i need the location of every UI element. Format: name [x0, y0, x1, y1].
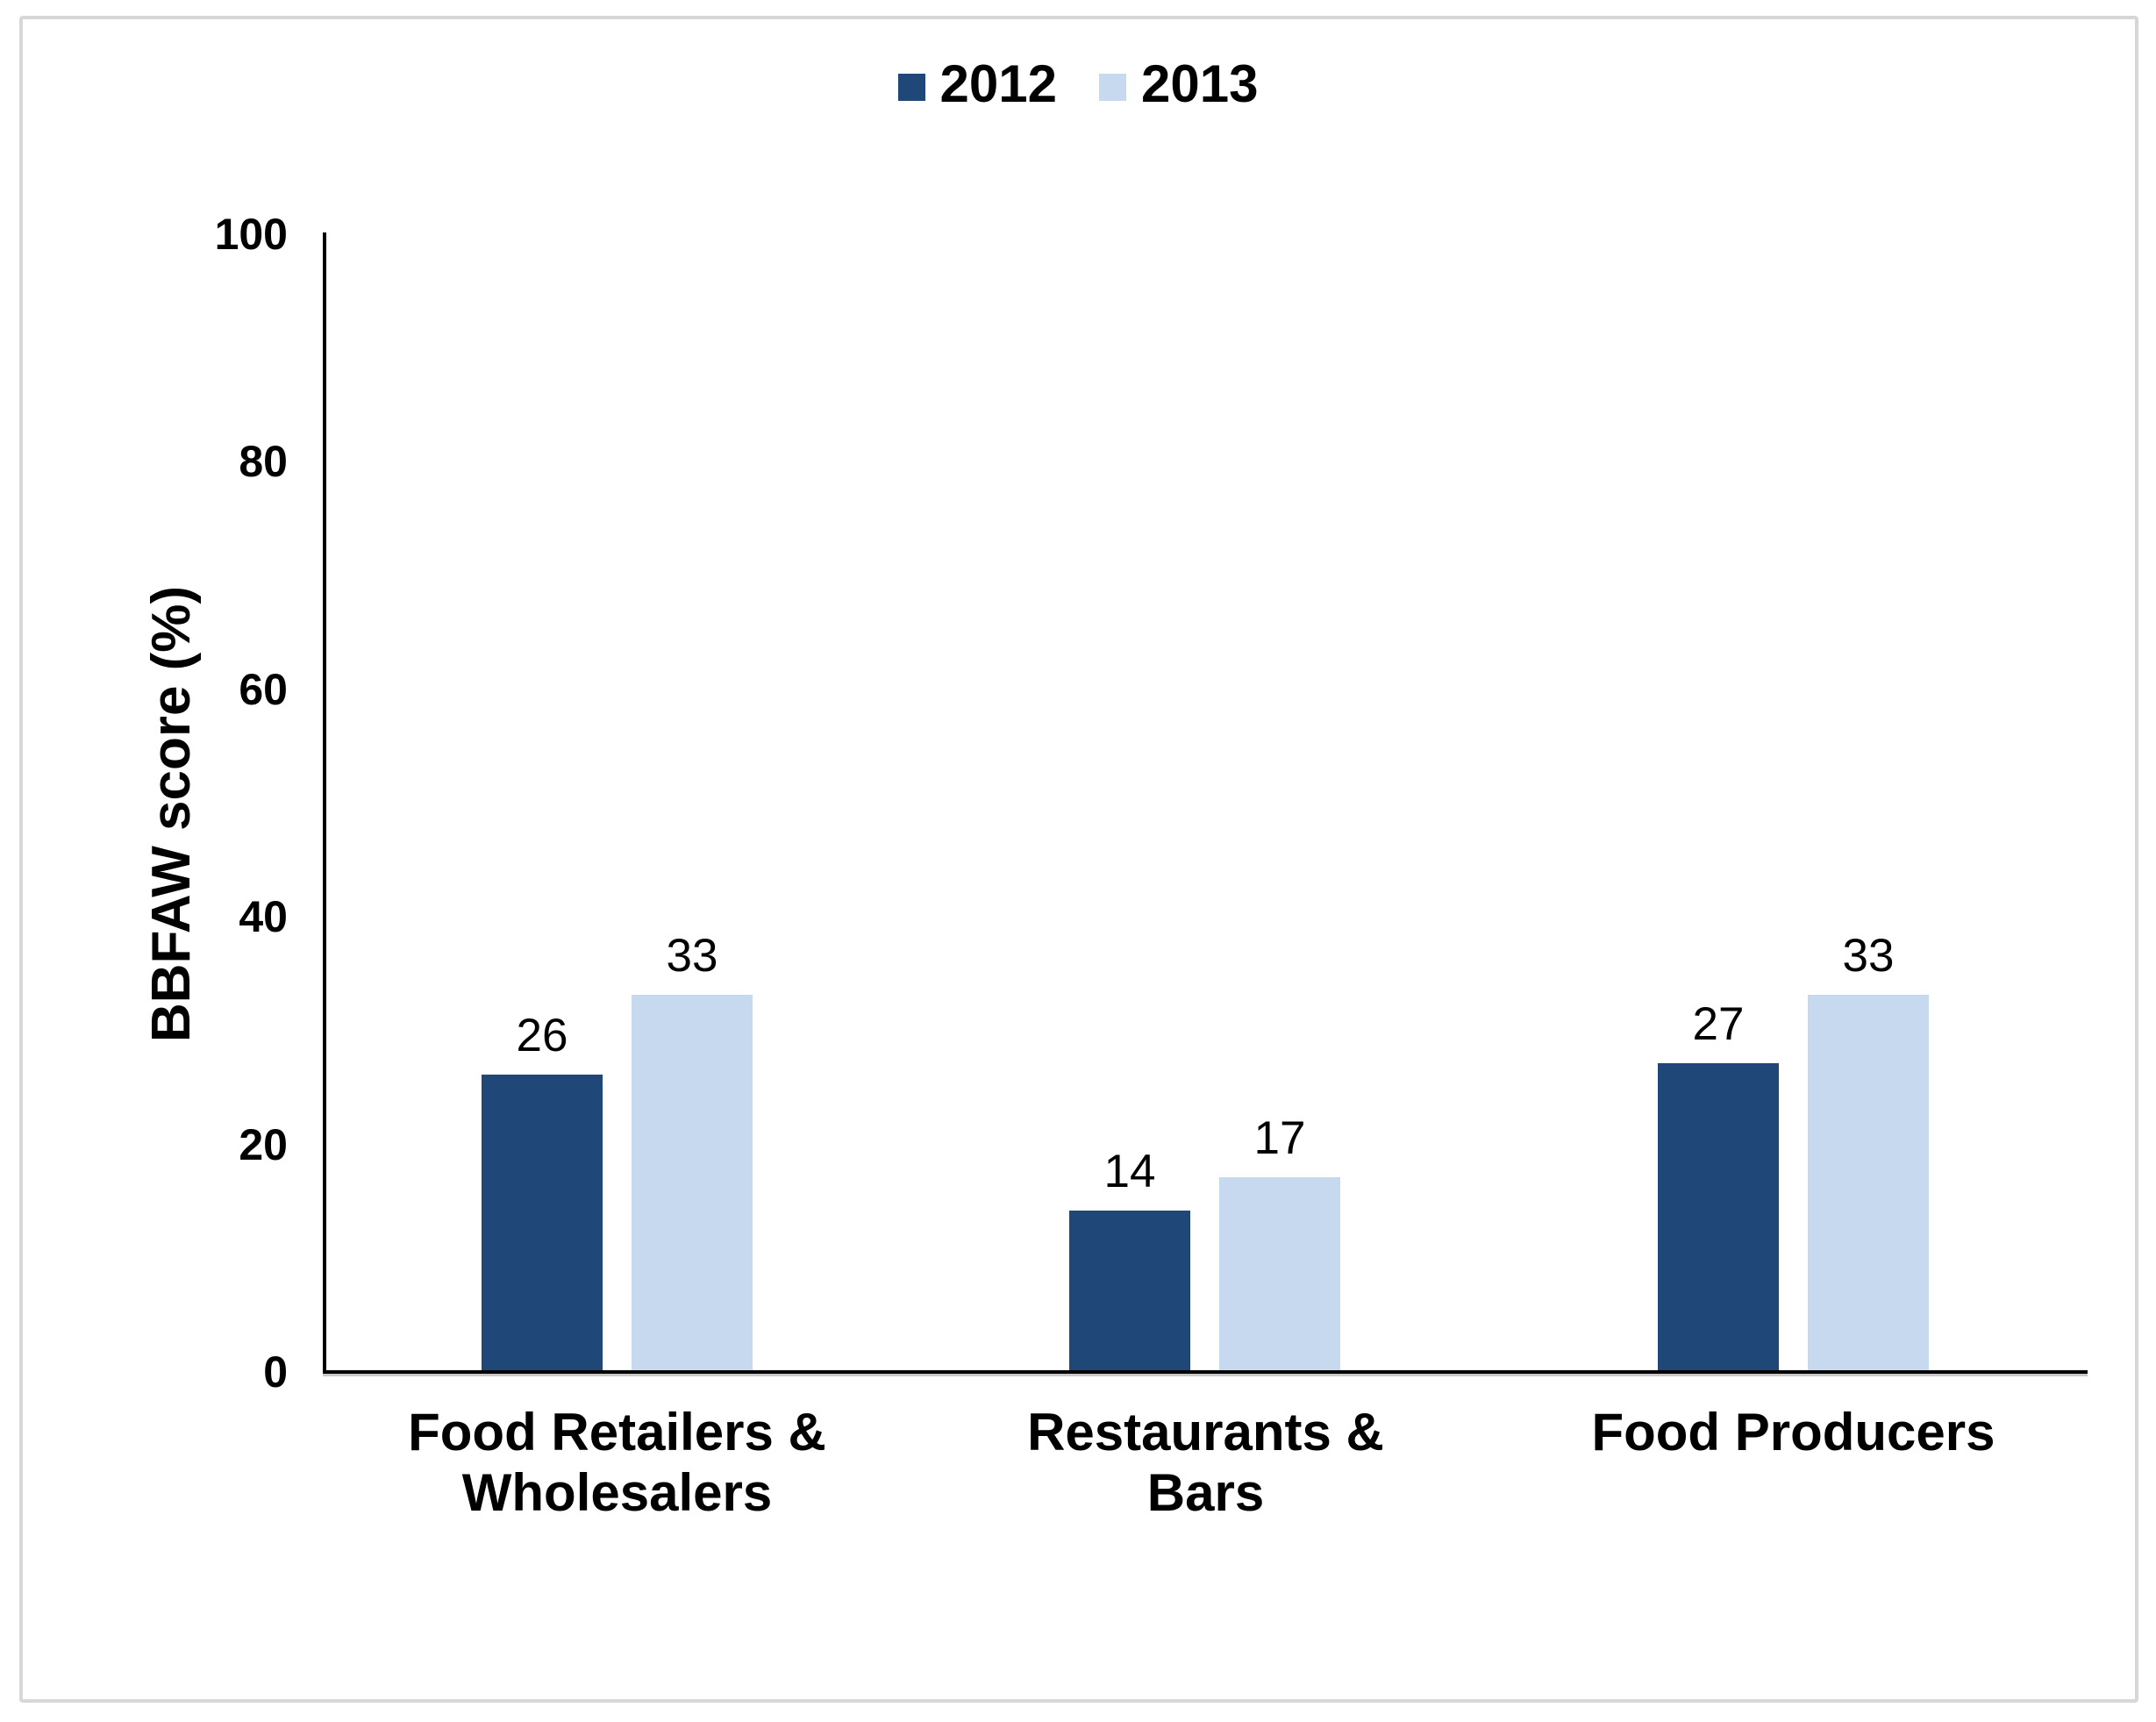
legend-item-2012: 2012 [897, 54, 1057, 113]
legend-item-2013: 2013 [1099, 58, 1258, 111]
y-tick-label-20: 20 [239, 1120, 288, 1169]
chart-border-frame [19, 16, 2138, 1703]
chart-legend: 2012 2013 [0, 58, 2156, 111]
y-tick-label-40: 40 [239, 892, 288, 941]
bar-value-label-2013-category-1: 33 [666, 930, 718, 982]
y-tick-label-0: 0 [263, 1347, 288, 1397]
bar-value-label-2013-category-2: 17 [1253, 1112, 1306, 1164]
bar-2012-category-3 [1658, 1063, 1779, 1370]
bar-2013-category-1 [632, 995, 753, 1370]
bar-value-label-2012-category-1: 26 [516, 1010, 568, 1061]
bar-2013-category-2 [1219, 1177, 1340, 1370]
x-axis-line [323, 1370, 2088, 1374]
category-label-3: Food Producers [1591, 1403, 1995, 1461]
y-tick-label-60: 60 [239, 665, 288, 714]
bar-2013-category-3 [1808, 995, 1929, 1370]
bar-value-label-2012-category-2: 14 [1103, 1146, 1156, 1197]
y-tick-label-100: 100 [214, 210, 288, 259]
bar-2012-category-2 [1069, 1211, 1190, 1370]
legend-swatch-2012 [897, 73, 925, 101]
bar-value-label-2012-category-3: 27 [1692, 998, 1745, 1050]
legend-label-2013: 2013 [1141, 54, 1259, 113]
category-label-1: Food Retailers & Wholesalers [408, 1403, 826, 1522]
category-label-2: Restaurants & Bars [1027, 1403, 1384, 1522]
y-tick-label-80: 80 [239, 437, 288, 486]
bar-2012-category-1 [482, 1075, 603, 1370]
legend-label-2012: 2012 [939, 54, 1057, 113]
bar-value-label-2013-category-3: 33 [1842, 930, 1895, 982]
legend-swatch-2013 [1099, 73, 1126, 101]
y-axis-line [323, 232, 326, 1374]
